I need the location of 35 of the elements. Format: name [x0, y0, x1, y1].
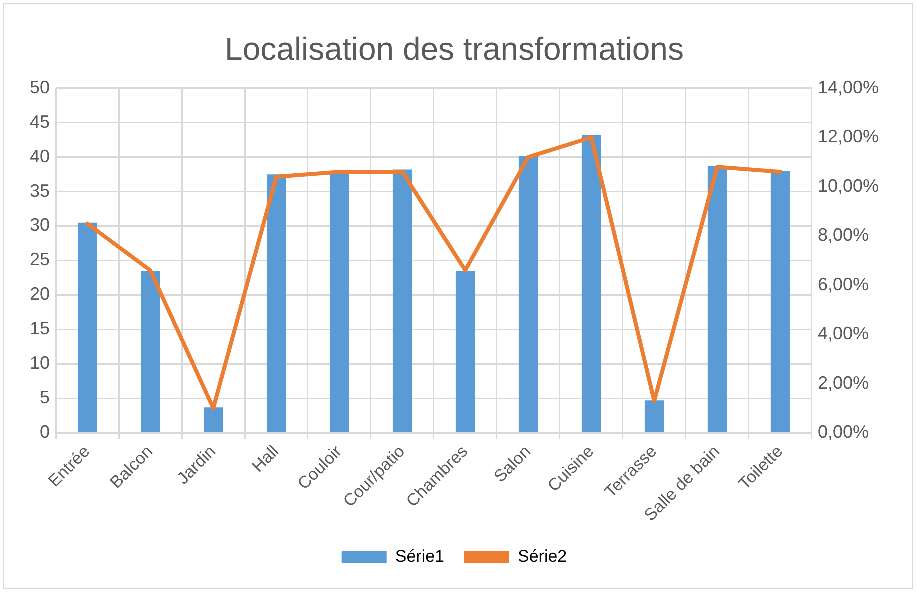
bar [770, 171, 790, 432]
y-tick-label: 20 [30, 284, 50, 304]
y-tick-label: 35 [30, 180, 50, 201]
bar [708, 166, 727, 432]
bar [140, 271, 160, 432]
legend-label: Série2 [518, 547, 568, 566]
bar [456, 271, 476, 432]
y2-tick-label: 14,00% [818, 77, 880, 98]
legend-label: Série1 [395, 547, 444, 566]
bar [392, 170, 412, 432]
y-tick-label: 50 [30, 77, 50, 98]
y2-tick-label: 2,00% [818, 372, 869, 393]
y2-tick-label: 8,00% [818, 225, 869, 246]
y-tick-label: 15 [30, 318, 50, 339]
y-tick-label: 40 [30, 146, 50, 166]
y-tick-label: 5 [40, 388, 50, 408]
bar [78, 222, 98, 432]
bar [204, 408, 224, 432]
y-tick-label: 10 [30, 353, 50, 374]
y-tick-label: 45 [30, 112, 50, 132]
y2-tick-label: 6,00% [818, 274, 869, 294]
y2-tick-label: 4,00% [818, 324, 869, 344]
y2-tick-label: 12,00% [818, 126, 880, 147]
y-tick-label: 25 [30, 250, 50, 270]
bar [266, 174, 286, 432]
bar [582, 135, 601, 432]
x-tick-label: Hall [248, 442, 283, 476]
y-tick-label: 0 [40, 422, 50, 442]
y-tick-label: 30 [30, 215, 50, 236]
bar [330, 172, 350, 432]
bar [644, 400, 664, 432]
bar [518, 156, 538, 432]
y2-tick-label: 10,00% [818, 176, 880, 196]
y2-tick-label: 0,00% [818, 422, 869, 442]
chart-title: Localisation des transformations [225, 31, 684, 68]
